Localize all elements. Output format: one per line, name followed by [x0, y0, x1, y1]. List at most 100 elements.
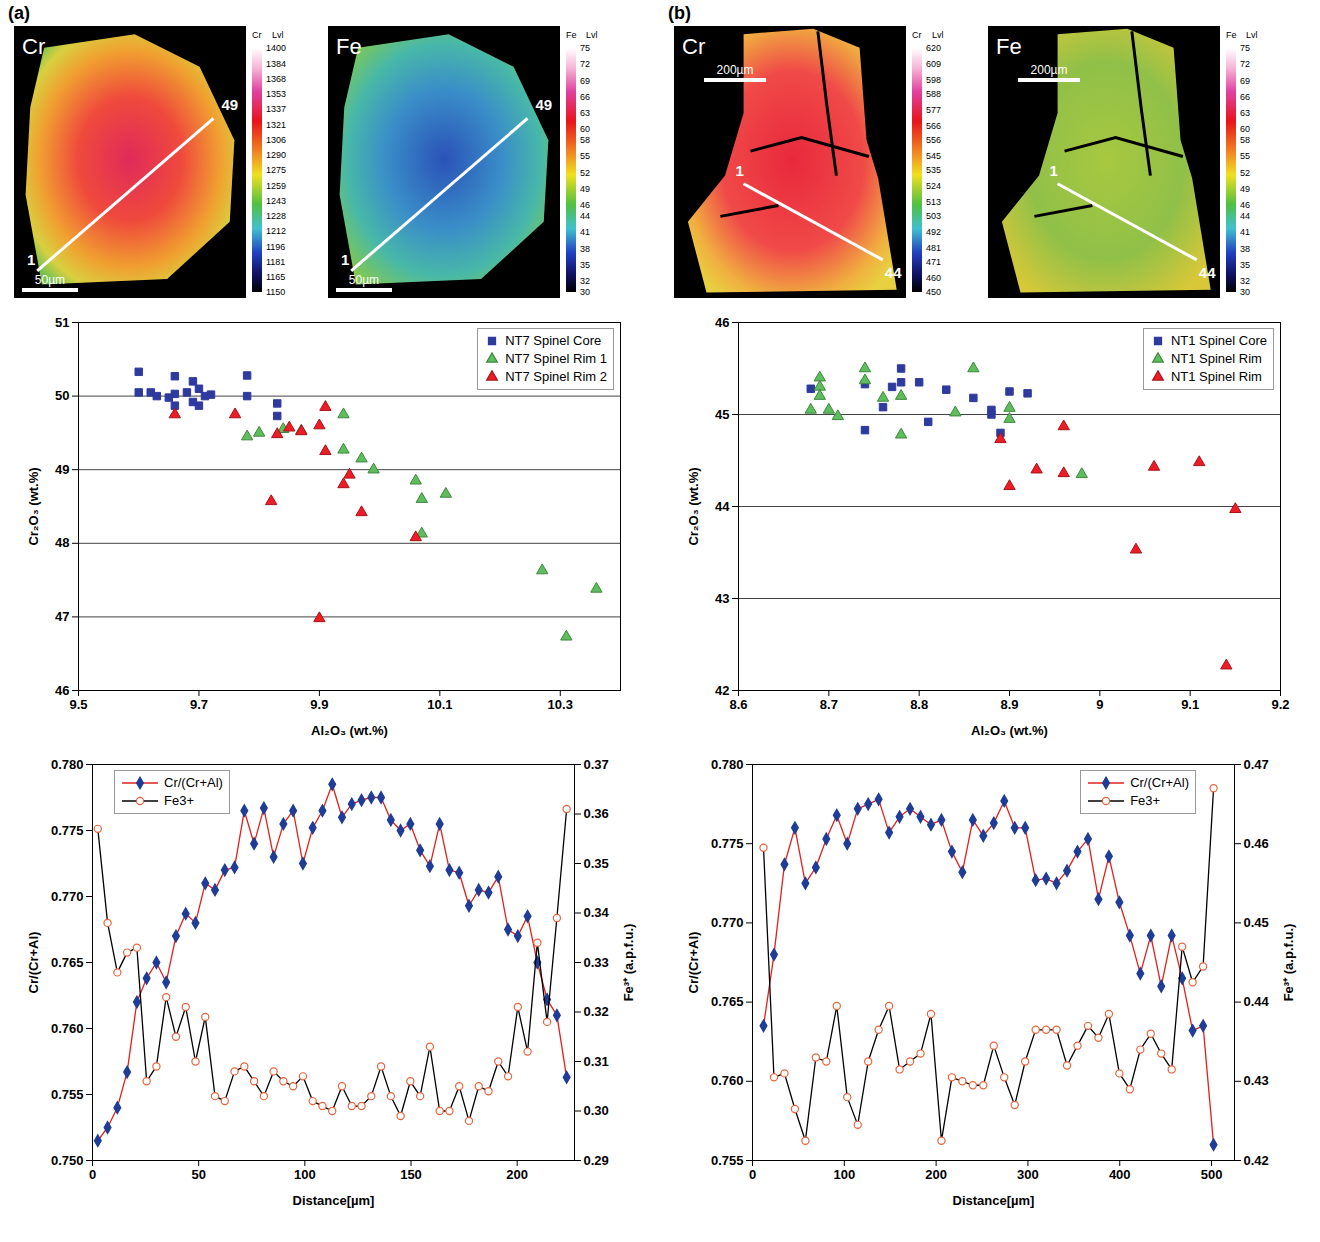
svg-text:Fe: Fe: [996, 34, 1022, 59]
svg-text:8.9: 8.9: [1000, 697, 1018, 712]
svg-text:Distance[µm]: Distance[µm]: [293, 1193, 375, 1208]
svg-text:1321: 1321: [266, 120, 286, 130]
svg-text:598: 598: [926, 75, 941, 85]
svg-text:66: 66: [580, 92, 590, 102]
svg-text:200: 200: [506, 1167, 528, 1182]
svg-text:1384: 1384: [266, 59, 286, 69]
svg-text:8.7: 8.7: [820, 697, 838, 712]
svg-text:41: 41: [580, 227, 590, 237]
svg-text:460: 460: [926, 273, 941, 283]
svg-text:49: 49: [536, 96, 553, 113]
svg-text:72: 72: [1240, 59, 1250, 69]
svg-text:0.760: 0.760: [711, 1073, 744, 1088]
svg-text:46: 46: [55, 683, 69, 698]
svg-text:Cr: Cr: [22, 34, 45, 59]
svg-text:1368: 1368: [266, 74, 286, 84]
svg-text:1196: 1196: [266, 242, 285, 252]
svg-text:0.42: 0.42: [1244, 1153, 1269, 1168]
svg-text:Lvl: Lvl: [1246, 30, 1258, 40]
svg-text:1165: 1165: [266, 272, 285, 282]
svg-text:0.36: 0.36: [584, 806, 609, 821]
svg-text:10.1: 10.1: [427, 697, 452, 712]
svg-text:400: 400: [1109, 1167, 1131, 1182]
svg-text:Lvl: Lvl: [272, 30, 284, 40]
svg-text:1212: 1212: [266, 226, 286, 236]
svg-text:30: 30: [1240, 287, 1250, 297]
svg-text:1353: 1353: [266, 89, 286, 99]
svg-text:566: 566: [926, 121, 941, 131]
svg-text:44: 44: [1199, 264, 1216, 281]
svg-text:48: 48: [55, 535, 69, 550]
svg-text:0.780: 0.780: [51, 757, 84, 772]
svg-text:1: 1: [27, 251, 35, 268]
svg-text:Cr/(Cr+Al): Cr/(Cr+Al): [686, 932, 701, 994]
svg-text:8.8: 8.8: [910, 697, 928, 712]
svg-text:50µm: 50µm: [349, 273, 379, 287]
svg-text:52: 52: [580, 168, 590, 178]
svg-text:492: 492: [926, 227, 941, 237]
svg-text:38: 38: [580, 244, 590, 254]
svg-text:200µm: 200µm: [717, 63, 754, 77]
svg-text:0.37: 0.37: [584, 757, 609, 772]
svg-text:35: 35: [1240, 260, 1250, 270]
svg-text:49: 49: [222, 96, 239, 113]
svg-text:0: 0: [749, 1167, 756, 1182]
svg-text:450: 450: [926, 287, 941, 297]
svg-text:63: 63: [1240, 108, 1250, 118]
svg-text:49: 49: [580, 184, 590, 194]
svg-text:0.765: 0.765: [51, 955, 84, 970]
svg-text:1290: 1290: [266, 150, 286, 160]
svg-text:1243: 1243: [266, 196, 286, 206]
svg-text:69: 69: [580, 76, 590, 86]
svg-text:8.6: 8.6: [729, 697, 747, 712]
svg-text:1181: 1181: [266, 257, 285, 267]
svg-text:55: 55: [1240, 151, 1250, 161]
svg-text:0.43: 0.43: [1244, 1073, 1269, 1088]
svg-text:100: 100: [833, 1167, 855, 1182]
svg-text:Fe³⁺ (a.p.f.u.): Fe³⁺ (a.p.f.u.): [621, 924, 636, 1002]
svg-text:66: 66: [1240, 92, 1250, 102]
svg-text:Cr: Cr: [252, 30, 262, 40]
svg-text:9.1: 9.1: [1181, 697, 1199, 712]
svg-text:Fe³⁺ (a.p.f.u.): Fe³⁺ (a.p.f.u.): [1281, 924, 1296, 1002]
svg-text:38: 38: [1240, 244, 1250, 254]
svg-text:45: 45: [715, 407, 729, 422]
svg-text:0.35: 0.35: [584, 856, 609, 871]
svg-text:42: 42: [715, 683, 729, 698]
svg-text:Cr₂O₃ (wt.%): Cr₂O₃ (wt.%): [26, 467, 41, 545]
svg-text:0.755: 0.755: [51, 1087, 84, 1102]
svg-text:60: 60: [580, 124, 590, 134]
svg-text:75: 75: [1240, 43, 1250, 53]
svg-text:0.760: 0.760: [51, 1021, 84, 1036]
svg-text:Cr: Cr: [912, 30, 922, 40]
svg-text:44: 44: [580, 211, 590, 221]
svg-text:69: 69: [1240, 76, 1250, 86]
svg-text:500: 500: [1201, 1167, 1223, 1182]
svg-text:0.770: 0.770: [711, 915, 744, 930]
svg-text:1: 1: [735, 162, 743, 179]
svg-text:1306: 1306: [266, 135, 286, 145]
svg-text:Distance[µm]: Distance[µm]: [953, 1193, 1035, 1208]
svg-text:0.770: 0.770: [51, 889, 84, 904]
svg-text:Al₂O₃ (wt.%): Al₂O₃ (wt.%): [311, 723, 388, 738]
svg-text:Lvl: Lvl: [586, 30, 598, 40]
svg-text:609: 609: [926, 59, 941, 69]
svg-text:100: 100: [294, 1167, 316, 1182]
svg-text:43: 43: [715, 591, 729, 606]
svg-text:72: 72: [580, 59, 590, 69]
svg-text:46: 46: [715, 315, 729, 330]
svg-text:Cr: Cr: [682, 34, 705, 59]
svg-text:9.9: 9.9: [310, 697, 328, 712]
svg-text:200µm: 200µm: [1031, 63, 1068, 77]
svg-text:535: 535: [926, 165, 941, 175]
svg-text:524: 524: [926, 181, 941, 191]
svg-text:32: 32: [1240, 276, 1250, 286]
svg-text:0.780: 0.780: [711, 757, 744, 772]
svg-text:46: 46: [580, 200, 590, 210]
svg-text:577: 577: [926, 105, 941, 115]
svg-text:44: 44: [1240, 211, 1250, 221]
svg-text:63: 63: [580, 108, 590, 118]
svg-text:35: 35: [580, 260, 590, 270]
svg-text:0.29: 0.29: [584, 1153, 609, 1168]
svg-text:0.30: 0.30: [584, 1103, 609, 1118]
